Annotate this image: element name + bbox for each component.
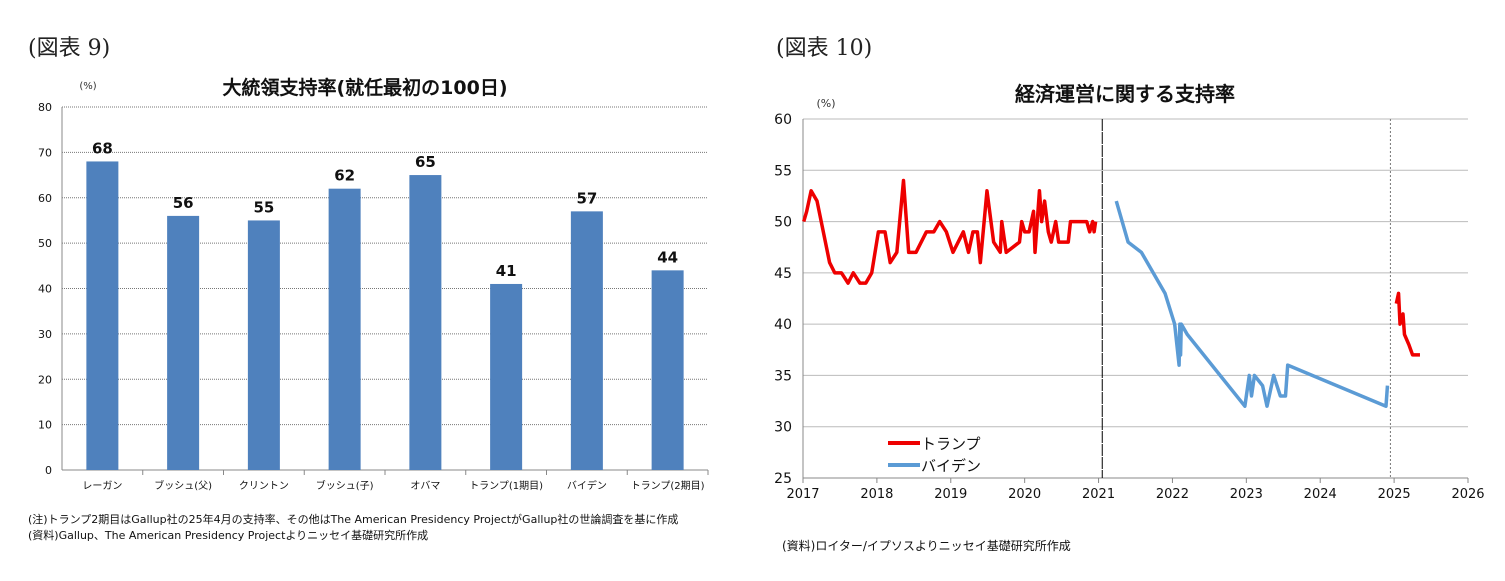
data-label: 55 (253, 198, 274, 216)
y-tick-label: 60 (38, 192, 52, 205)
figure-label-right: (図表 10) (776, 36, 873, 61)
x-tick-label: 2017 (786, 487, 819, 502)
series-line-trump (802, 178, 1098, 285)
bar (167, 215, 200, 470)
y-tick-label: 25 (774, 471, 792, 487)
x-tick-label: 2023 (1230, 487, 1263, 502)
bar (490, 283, 523, 470)
legend-label: バイデン (921, 457, 981, 475)
series-line-trump (1394, 291, 1420, 357)
data-label: 44 (657, 248, 678, 266)
x-tick-label: 2019 (934, 487, 967, 502)
x-tick-label: 2020 (1008, 487, 1041, 502)
x-tick-label: レーガン (82, 480, 122, 492)
line-chart-ylabel: (%) (816, 97, 835, 110)
x-tick-label: トランプ(1期目) (469, 480, 543, 492)
y-tick-label: 30 (38, 328, 52, 341)
bar (570, 211, 603, 471)
x-tick-label: クリントン (239, 480, 289, 492)
figure-label-left: (図表 9) (28, 36, 111, 61)
x-tick-label: ブッシュ(父) (154, 479, 212, 492)
x-tick-label: トランプ(2期目) (631, 480, 705, 492)
bar (86, 161, 119, 470)
y-tick-label: 50 (774, 215, 792, 231)
x-tick-label: 2024 (1304, 487, 1337, 502)
y-tick-label: 10 (38, 419, 52, 432)
x-tick-label: 2018 (860, 487, 893, 502)
x-tick-label: 2022 (1156, 487, 1189, 502)
x-tick-label: 2021 (1082, 487, 1115, 502)
data-label: 57 (576, 189, 597, 207)
legend-label: トランプ (921, 435, 981, 453)
y-tick-label: 60 (774, 112, 792, 128)
bar (328, 188, 361, 471)
y-tick-label: 0 (45, 464, 52, 477)
left-note: (注)トランプ2期目はGallup社の25年4月の支持率、その他はThe Ame… (28, 513, 679, 526)
bar (651, 270, 684, 470)
x-tick-label: 2025 (1378, 487, 1411, 502)
y-tick-label: 55 (774, 163, 792, 179)
y-tick-label: 80 (38, 101, 52, 114)
series-line-biden (1114, 200, 1390, 408)
x-tick-label: 2026 (1451, 487, 1484, 502)
y-tick-label: 40 (774, 317, 792, 333)
y-tick-label: 40 (38, 283, 52, 296)
bar-chart-ylabel: (%) (79, 81, 96, 92)
data-label: 41 (496, 262, 517, 280)
x-tick-label: バイデン (567, 479, 607, 492)
right-source: (資料)ロイター/イプソスよりニッセイ基礎研究所作成 (782, 539, 1071, 553)
y-tick-label: 35 (774, 368, 792, 384)
data-label: 68 (92, 139, 113, 157)
bar (409, 175, 442, 470)
x-tick-label: ブッシュ(子) (316, 479, 374, 492)
left-source: (資料)Gallup、The American Presidency Proje… (28, 529, 429, 542)
y-tick-label: 50 (38, 237, 52, 250)
y-tick-label: 70 (38, 146, 52, 159)
y-tick-label: 30 (774, 420, 792, 436)
data-label: 62 (334, 167, 355, 185)
data-label: 65 (415, 153, 436, 171)
x-tick-label: オバマ (410, 480, 440, 492)
bar-chart-title: 大統領支持率(就任最初の100日) (222, 76, 507, 99)
bar (247, 220, 280, 470)
data-label: 56 (173, 194, 194, 212)
y-tick-label: 45 (774, 266, 792, 282)
y-tick-label: 20 (38, 373, 52, 386)
line-chart-title: 経済運営に関する支持率 (1015, 82, 1235, 106)
